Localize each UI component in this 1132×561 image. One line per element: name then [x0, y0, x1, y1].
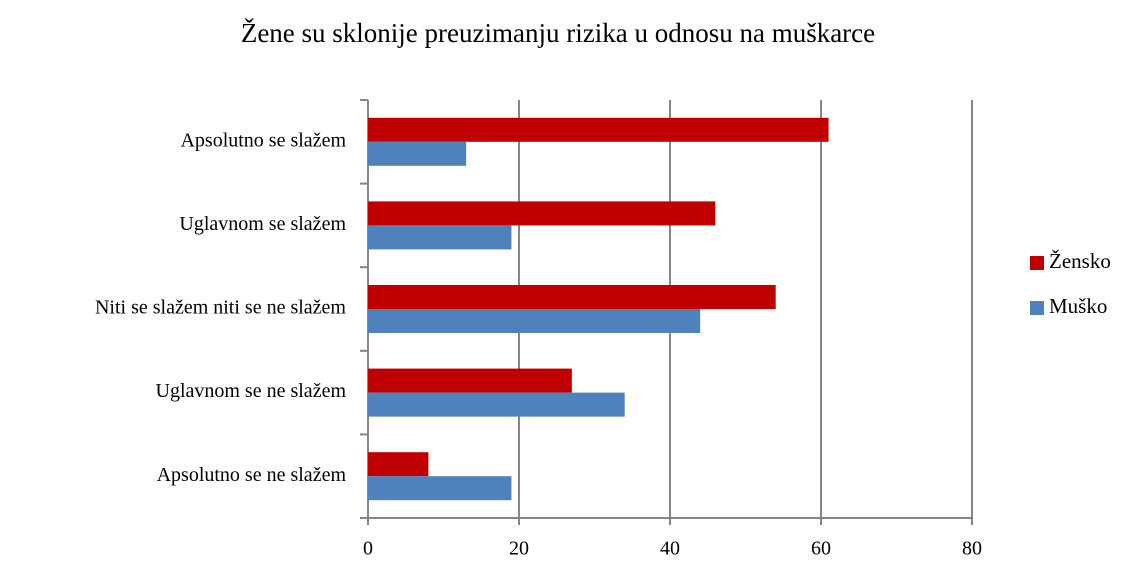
y-tick-label: Apsolutno se ne slažem [157, 464, 347, 486]
x-tick-label: 60 [811, 538, 831, 560]
y-tick-label: Niti se slažem niti se ne slažem [95, 297, 346, 319]
y-tick-label: Apsolutno se slažem [180, 129, 346, 151]
chart-title: Žene su sklonije preuzimanju rizika u od… [241, 18, 875, 48]
bar [368, 285, 776, 309]
bar [368, 368, 572, 393]
y-tick-label: Uglavnom se ne slažem [156, 380, 347, 402]
x-tick-label: 40 [660, 538, 680, 560]
bar [368, 201, 716, 226]
legend-label: Žensko [1049, 249, 1111, 273]
y-tick-label: Uglavnom se slažem [179, 213, 346, 235]
x-tick-label: 20 [509, 538, 529, 560]
legend-label: Muško [1049, 294, 1107, 318]
bar [368, 117, 829, 142]
bar [368, 476, 512, 501]
x-tick-label: 80 [962, 538, 982, 560]
bar [368, 225, 512, 250]
bar [368, 309, 701, 333]
bar [368, 392, 625, 417]
bar [368, 452, 429, 477]
legend-swatch [1030, 256, 1044, 270]
x-tick-label: 0 [363, 538, 373, 560]
legend-swatch [1030, 301, 1044, 315]
bar [368, 141, 467, 166]
